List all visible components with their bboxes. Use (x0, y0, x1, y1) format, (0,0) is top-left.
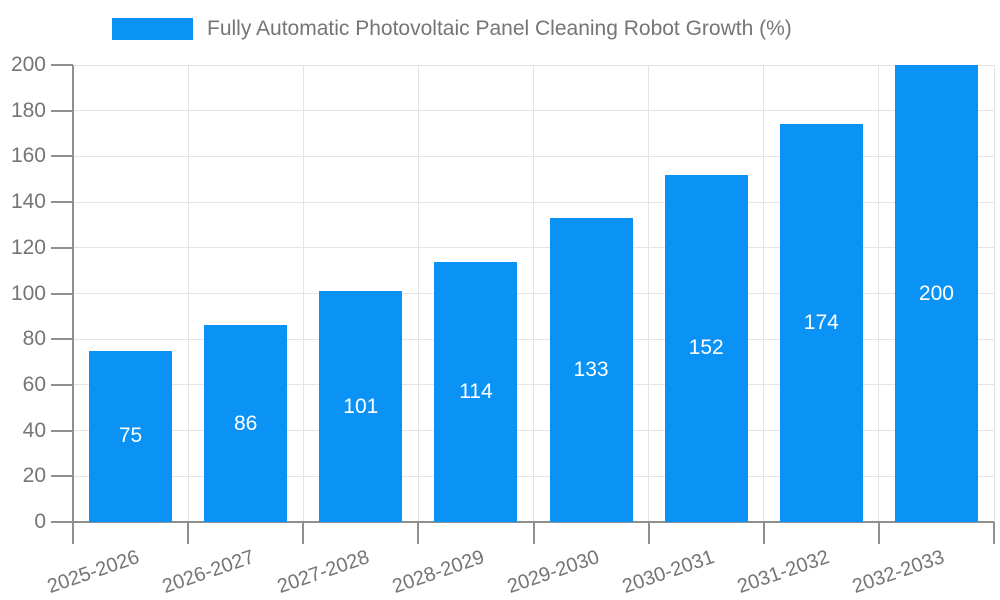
bar-value-label: 86 (234, 411, 258, 435)
x-tick (647, 522, 650, 544)
y-tick (51, 201, 73, 204)
y-tick (51, 429, 73, 432)
bar-value-label: 174 (803, 311, 839, 335)
y-tick-label: 100 (10, 281, 46, 305)
v-gridline (878, 65, 880, 522)
x-axis-line (51, 521, 994, 523)
bar[interactable] (204, 325, 288, 522)
v-gridline (187, 65, 189, 522)
y-tick (51, 475, 73, 478)
x-tick (187, 522, 190, 544)
bar[interactable] (319, 291, 403, 522)
v-gridline (533, 65, 534, 522)
x-tick (417, 522, 420, 544)
y-tick-label: 20 (22, 464, 46, 488)
x-tick (762, 522, 765, 544)
bar-value-label: 114 (459, 379, 493, 403)
bar-value-label: 75 (118, 424, 143, 448)
bar-value-label: 101 (343, 394, 379, 418)
x-tick (532, 522, 535, 544)
v-gridline (993, 65, 995, 522)
y-tick-label: 140 (10, 190, 46, 214)
legend-item[interactable]: Fully Automatic Photovoltaic Panel Clean… (112, 17, 792, 41)
bar-value-label: 152 (688, 336, 724, 360)
bar[interactable] (434, 261, 518, 522)
y-tick-label: 160 (10, 144, 46, 168)
x-tick (877, 522, 880, 544)
y-tick-label: 80 (22, 327, 46, 351)
bar[interactable] (894, 65, 978, 522)
x-tick (993, 522, 995, 544)
v-gridline (763, 65, 765, 522)
y-tick (51, 292, 73, 295)
y-tick-label: 60 (22, 372, 46, 396)
v-gridline (648, 65, 650, 522)
legend-label: Fully Automatic Photovoltaic Panel Clean… (207, 17, 792, 40)
bar[interactable] (664, 174, 748, 522)
y-tick (51, 338, 73, 341)
y-tick-label: 180 (10, 98, 46, 122)
y-tick-label: 0 (34, 510, 46, 533)
y-tick-label: 120 (10, 235, 46, 259)
bar-value-label: 200 (918, 281, 954, 305)
y-tick-label: 40 (22, 418, 46, 442)
y-tick (51, 383, 73, 386)
y-tick-label: 200 (10, 53, 46, 76)
y-tick (51, 155, 73, 158)
bar-value-label: 133 (573, 358, 609, 382)
legend-swatch-icon (112, 18, 193, 40)
y-axis-line (72, 65, 74, 544)
bar[interactable] (549, 218, 633, 522)
x-tick (302, 522, 305, 544)
y-tick (51, 64, 73, 66)
v-gridline (302, 65, 304, 522)
y-tick (51, 109, 73, 112)
y-tick (51, 246, 73, 249)
v-gridline (417, 65, 419, 522)
bar[interactable] (779, 124, 863, 522)
bar[interactable] (89, 350, 173, 522)
